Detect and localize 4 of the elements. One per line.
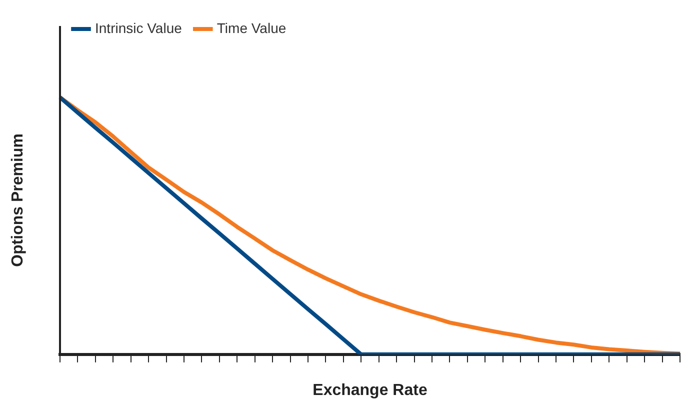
legend-label: Time Value	[216, 20, 286, 36]
y-axis-title: Options Premium	[9, 134, 26, 267]
x-axis-title: Exchange Rate	[312, 382, 428, 399]
legend-label: Intrinsic Value	[95, 20, 182, 36]
